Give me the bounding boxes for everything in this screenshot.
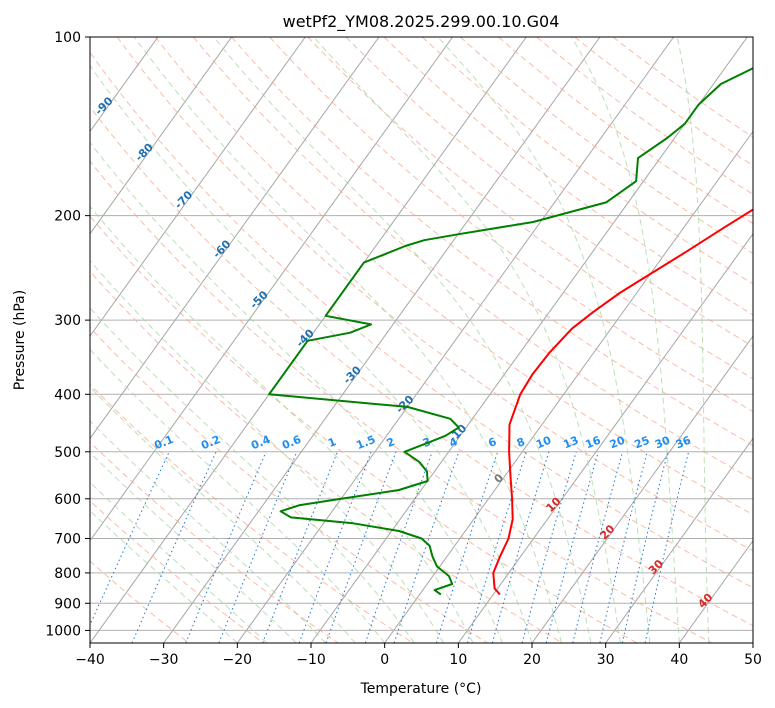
mixing-ratio-line — [467, 451, 527, 643]
mixing-ratio-label: 30 — [653, 434, 672, 452]
x-tick-label: −20 — [223, 652, 253, 668]
mixing-ratio-label: 25 — [632, 434, 651, 452]
dry-adiabat — [90, 326, 488, 643]
x-axis-title: Temperature (°C) — [360, 681, 482, 697]
moist-adiabat — [437, 37, 651, 643]
background-lines — [0, 37, 753, 643]
mixing-ratio-label: 20 — [608, 434, 627, 452]
dry-adiabat — [90, 441, 339, 643]
isotherm-line — [236, 37, 675, 643]
isotherm-label: -100 — [46, 49, 75, 78]
mixing-ratio-label: 13 — [561, 434, 580, 452]
mixing-ratio-line — [491, 451, 550, 643]
x-tick-label: −40 — [75, 652, 105, 668]
mixing-ratio-label: 10 — [534, 434, 553, 452]
moist-adiabat — [676, 37, 710, 643]
isotherm-line — [605, 437, 753, 643]
isotherm-line — [163, 37, 601, 643]
dry-adiabat — [421, 37, 753, 285]
x-tick-label: 30 — [597, 652, 615, 668]
moist-adiabat — [133, 37, 562, 643]
isotherm-line — [90, 37, 233, 235]
mixing-ratio-labels: 0.1 0.2 0.4 0.6 1 1.5 2 3 4 6 8 10 13 16 20 25 30 36 — [152, 433, 693, 452]
mixing-ratio-line — [435, 451, 499, 643]
x-tick-label: 10 — [449, 652, 467, 668]
mixing-ratio-label: 16 — [584, 434, 603, 452]
dry-adiabat — [231, 37, 753, 446]
isotherm-line — [531, 335, 753, 643]
mixing-ratio-line — [393, 451, 460, 643]
moist-adiabat — [90, 205, 474, 643]
plot-frame — [89, 36, 754, 644]
y-axis-title: Pressure (hPa) — [12, 290, 28, 390]
y-tick-label: 1000 — [45, 623, 81, 639]
x-tick-label: 20 — [523, 652, 541, 668]
mixing-ratio-label: 36 — [674, 434, 693, 452]
dry-adiabat — [90, 51, 753, 589]
x-axis: −40 −30 −20 −10 0 10 20 30 40 50 — [75, 643, 762, 668]
mixing-ratio-line — [545, 451, 599, 643]
y-tick-label: 300 — [54, 313, 81, 329]
moist-adiabat — [90, 64, 533, 643]
y-tick-label: 400 — [54, 387, 81, 403]
isotherm-line — [457, 232, 753, 643]
y-tick-label: 600 — [54, 492, 81, 508]
mixing-ratio-line — [90, 451, 170, 626]
dry-adiabat — [307, 37, 753, 380]
moist-adiabat — [90, 451, 297, 643]
dry-adiabat — [90, 215, 638, 643]
chart-title: wetPf2_YM08.2025.299.00.10.G04 — [283, 12, 560, 32]
temperature-profile — [492, 208, 753, 596]
dry-adiabat — [155, 37, 753, 516]
isotherm-line — [90, 37, 380, 440]
dry-adiabat — [90, 270, 563, 643]
dry-adiabat — [498, 37, 753, 225]
moist-adiabat — [90, 481, 268, 643]
dry-adiabat — [193, 37, 753, 481]
moist-adiabat — [90, 307, 415, 643]
mixing-ratio-label: 1 — [326, 435, 338, 450]
y-tick-label: 900 — [54, 596, 81, 612]
dry-adiabat — [383, 37, 753, 316]
isotherm-line — [384, 130, 753, 643]
x-tick-label: 50 — [744, 652, 762, 668]
mixing-ratio-line — [262, 451, 338, 643]
profile-series — [268, 67, 753, 596]
x-tick-label: 40 — [670, 652, 688, 668]
y-tick-label: 100 — [54, 30, 81, 46]
isotherm-line — [752, 642, 753, 643]
isotherm-line — [90, 37, 454, 542]
dewpoint-profile — [268, 67, 753, 596]
moist-adiabat — [313, 37, 621, 643]
isotherm-line — [0, 37, 11, 643]
x-tick-label: −10 — [296, 652, 326, 668]
moist-adiabat — [90, 260, 445, 643]
isotherm-line — [90, 37, 306, 337]
dry-adiabat — [90, 383, 414, 643]
mixing-ratio-line — [521, 451, 577, 643]
isotherm-line — [678, 539, 753, 643]
x-tick-label: 0 — [380, 652, 389, 668]
mixing-ratio-label: 2 — [385, 435, 397, 450]
y-tick-label: 700 — [54, 532, 81, 548]
moist-adiabat — [570, 37, 680, 643]
moist-adiabat — [213, 37, 592, 643]
x-tick-label: −30 — [149, 652, 179, 668]
moist-adiabat — [90, 509, 238, 643]
y-tick-label: 800 — [54, 566, 81, 582]
dry-adiabat — [345, 37, 753, 347]
dry-adiabat — [90, 160, 712, 643]
y-tick-label: 500 — [54, 445, 81, 461]
dry-adiabat — [116, 37, 753, 552]
mixing-ratio-label: 8 — [515, 435, 527, 450]
y-tick-label: 200 — [54, 209, 81, 225]
moist-adiabat — [90, 348, 386, 643]
dry-adiabat — [574, 37, 753, 167]
dry-adiabat — [269, 37, 753, 413]
y-axis: 100 200 300 400 500 600 700 800 900 1000 — [45, 30, 90, 639]
mixing-ratio-line — [298, 451, 372, 643]
moist-adiabat — [90, 386, 356, 643]
